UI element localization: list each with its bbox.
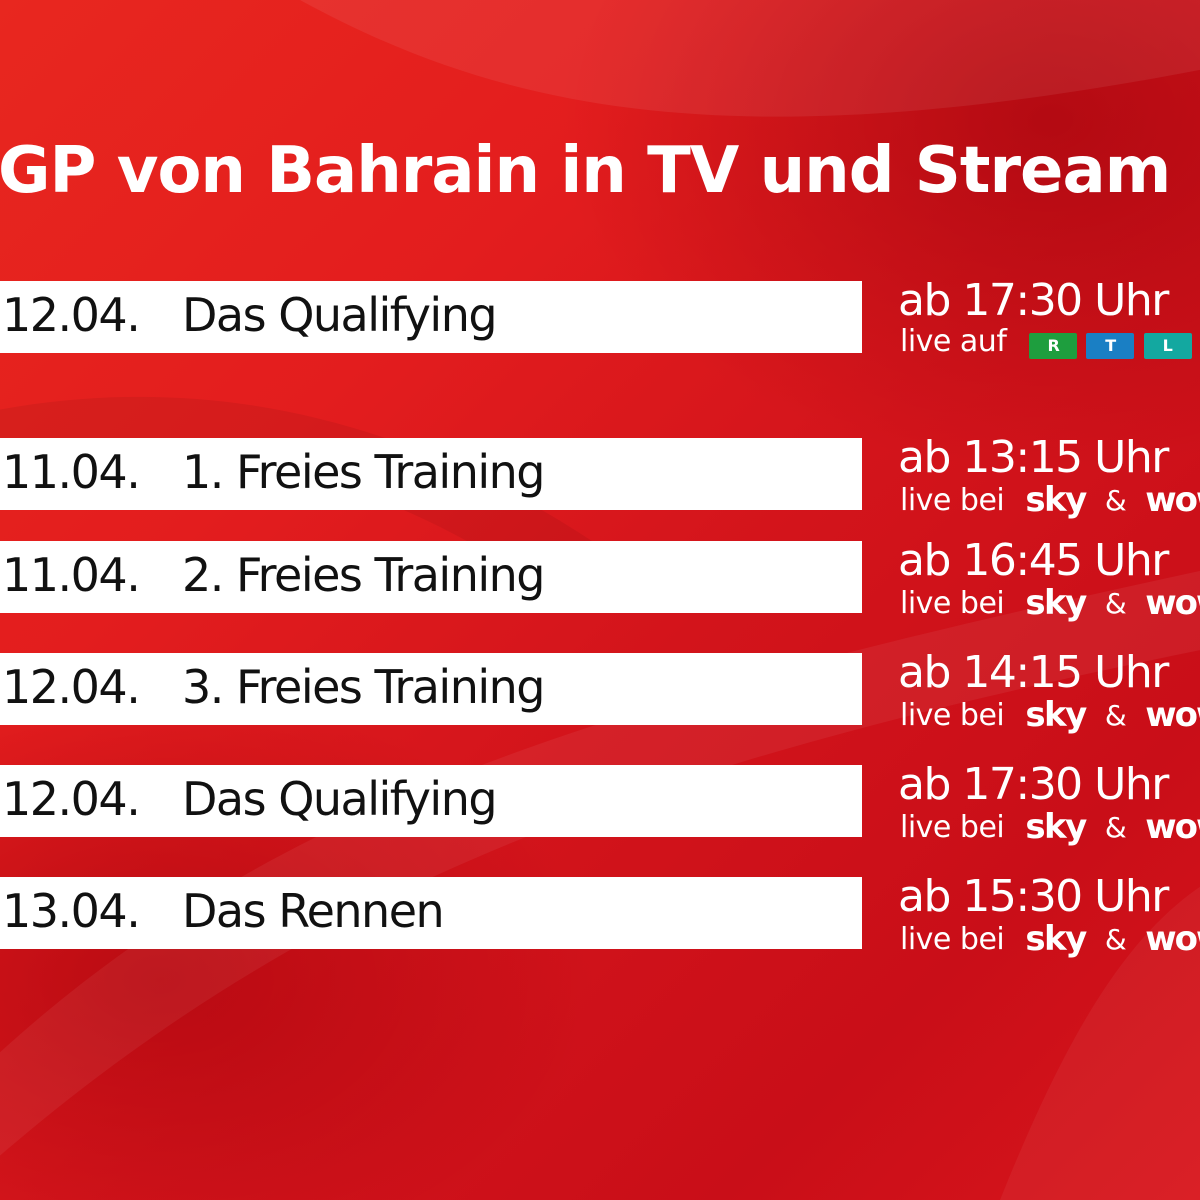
wow-logo: wow bbox=[1145, 695, 1200, 735]
live-text: live bei bbox=[900, 697, 1005, 733]
live-text: live bei bbox=[900, 809, 1005, 845]
sky-logo: sky bbox=[1025, 695, 1087, 735]
schedule-row: 11.04. 2. Freies Training ab 16:45 Uhr l… bbox=[0, 535, 1200, 623]
broadcaster-line: live bei sky & wow bbox=[900, 807, 1200, 847]
wow-logo: wow bbox=[1145, 480, 1200, 520]
live-text: live bei bbox=[900, 585, 1005, 621]
session-date: 12.04. bbox=[2, 772, 141, 826]
schedule-bar: 13.04. Das Rennen bbox=[0, 877, 862, 949]
rtl-logo: R T L bbox=[1029, 324, 1192, 359]
session-date: 12.04. bbox=[2, 288, 141, 342]
live-text: live auf bbox=[900, 324, 1007, 359]
page-title: GP von Bahrain in TV und Stream bbox=[0, 134, 1171, 208]
schedule-bar: 12.04. Das Qualifying bbox=[0, 281, 862, 353]
session-time: ab 15:30 Uhr bbox=[898, 871, 1169, 922]
session-date: 11.04. bbox=[2, 548, 141, 602]
session-date: 11.04. bbox=[2, 445, 141, 499]
schedule-row: 12.04. 3. Freies Training ab 14:15 Uhr l… bbox=[0, 647, 1200, 735]
rtl-logo-letter: R bbox=[1029, 333, 1078, 359]
broadcaster-line: live auf R T L bbox=[900, 323, 1192, 363]
broadcaster-line: live bei sky & wow bbox=[900, 695, 1200, 735]
schedule-row: 13.04. Das Rennen ab 15:30 Uhr live bei … bbox=[0, 871, 1200, 959]
session-time: ab 16:45 Uhr bbox=[898, 535, 1169, 586]
schedule-row: 12.04. Das Qualifying ab 17:30 Uhr live … bbox=[0, 759, 1200, 847]
session-time: ab 14:15 Uhr bbox=[898, 647, 1169, 698]
schedule-bar: 11.04. 2. Freies Training bbox=[0, 541, 862, 613]
broadcaster-line: live bei sky & wow bbox=[900, 480, 1200, 520]
broadcaster-line: live bei sky & wow bbox=[900, 583, 1200, 623]
schedule-row: 11.04. 1. Freies Training ab 13:15 Uhr l… bbox=[0, 432, 1200, 520]
schedule-bar: 12.04. Das Qualifying bbox=[0, 765, 862, 837]
session-name: Das Qualifying bbox=[182, 288, 498, 342]
session-name: Das Qualifying bbox=[182, 772, 498, 826]
rtl-logo-letter: L bbox=[1143, 333, 1192, 359]
wow-logo: wow bbox=[1145, 807, 1200, 847]
session-time: ab 17:30 Uhr bbox=[898, 759, 1169, 810]
session-time: ab 13:15 Uhr bbox=[898, 432, 1169, 483]
broadcaster-line: live bei sky & wow bbox=[900, 919, 1200, 959]
sky-logo: sky bbox=[1025, 807, 1087, 847]
wow-logo: wow bbox=[1145, 919, 1200, 959]
featured-row: 12.04. Das Qualifying ab 17:30 Uhr live … bbox=[0, 275, 1200, 363]
ampersand: & bbox=[1104, 698, 1127, 732]
live-text: live bei bbox=[900, 482, 1005, 518]
live-text: live bei bbox=[900, 921, 1005, 957]
session-date: 12.04. bbox=[2, 660, 141, 714]
session-name: 3. Freies Training bbox=[182, 660, 546, 714]
sky-logo: sky bbox=[1025, 480, 1087, 520]
schedule-bar: 11.04. 1. Freies Training bbox=[0, 438, 862, 510]
session-time: ab 17:30 Uhr bbox=[898, 275, 1169, 326]
ampersand: & bbox=[1104, 810, 1127, 844]
ampersand: & bbox=[1104, 922, 1127, 956]
session-name: 1. Freies Training bbox=[182, 445, 546, 499]
schedule-bar: 12.04. 3. Freies Training bbox=[0, 653, 862, 725]
sky-logo: sky bbox=[1025, 919, 1087, 959]
session-date: 13.04. bbox=[2, 884, 141, 938]
rtl-logo-letter: T bbox=[1086, 333, 1135, 359]
ampersand: & bbox=[1104, 483, 1127, 517]
sky-logo: sky bbox=[1025, 583, 1087, 623]
session-name: Das Rennen bbox=[182, 884, 445, 938]
session-name: 2. Freies Training bbox=[182, 548, 546, 602]
wow-logo: wow bbox=[1145, 583, 1200, 623]
ampersand: & bbox=[1104, 586, 1127, 620]
